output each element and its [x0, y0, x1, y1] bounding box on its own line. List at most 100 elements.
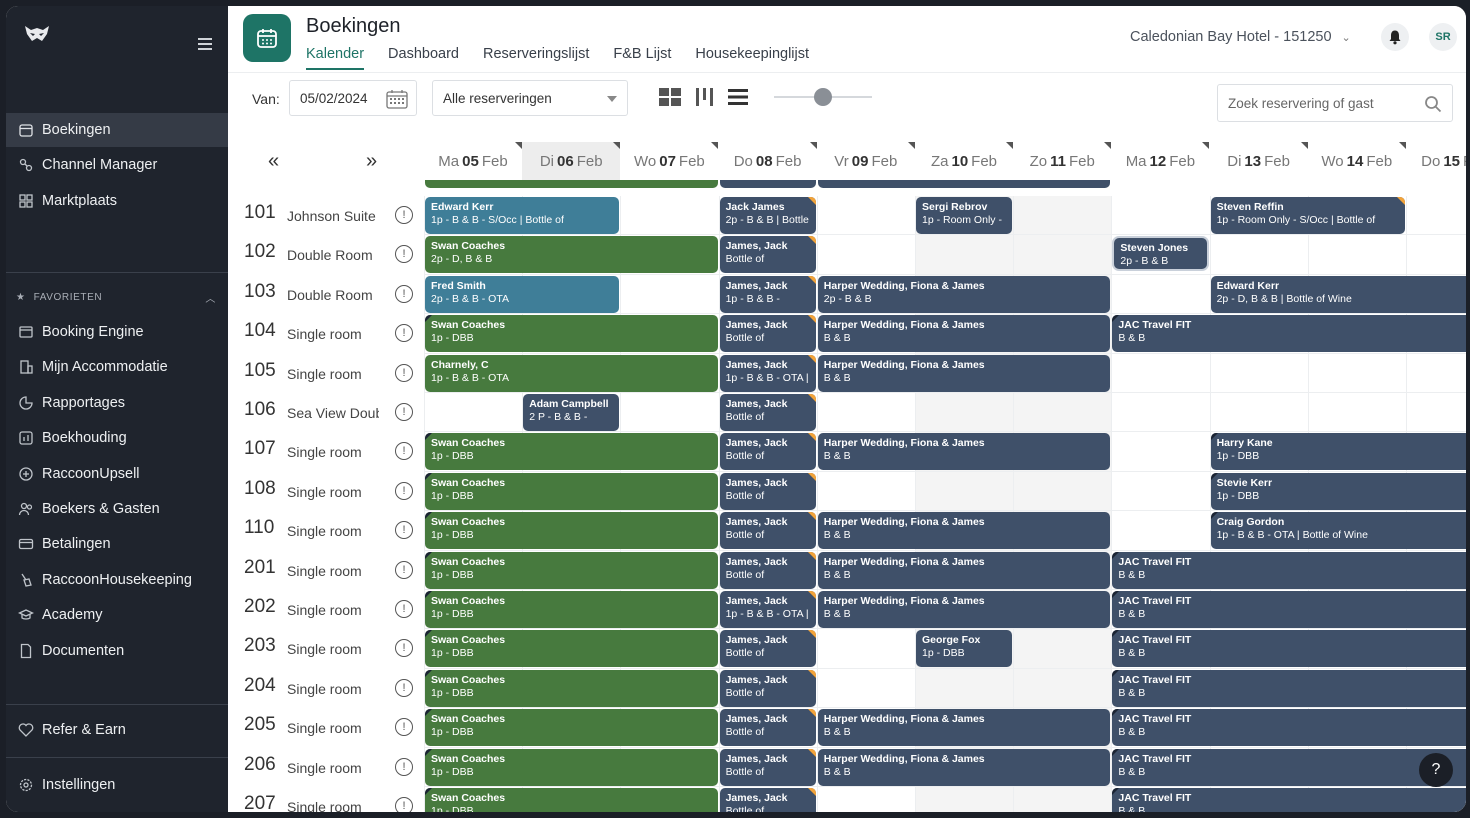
calendar-cell[interactable]	[1209, 274, 1308, 315]
day-header[interactable]: Vr 09 Feb	[817, 142, 915, 180]
sidebar-item-booking-engine[interactable]: Booking Engine	[6, 315, 228, 349]
booking-block[interactable]: Harry Kane 1p - DBB	[1210, 433, 1466, 471]
room-info-icon[interactable]: !	[395, 639, 413, 658]
room-info-icon[interactable]: !	[395, 757, 413, 776]
booking-block[interactable]: Harper Wedding, Fiona & James B & B	[817, 748, 1111, 786]
calendar-cell[interactable]	[424, 235, 523, 275]
calendar-cell[interactable]	[816, 393, 915, 433]
calendar-cell[interactable]	[718, 353, 817, 393]
calendar-cell[interactable]	[718, 196, 817, 236]
calendar-cell[interactable]	[1307, 393, 1406, 433]
menu-toggle-icon[interactable]	[198, 38, 212, 50]
room-info-icon[interactable]: !	[395, 284, 413, 303]
booking-block[interactable]: Fred Smith 2p - B & B - OTA	[425, 275, 620, 313]
calendar-cell[interactable]	[915, 235, 1014, 275]
booking-block[interactable]: Harper Wedding, Fiona & James B & B	[817, 512, 1111, 550]
calendar-cell[interactable]	[1013, 471, 1112, 512]
calendar-cell[interactable]	[1307, 235, 1406, 275]
sidebar-item-raccoonupsell[interactable]: RaccoonUpsell	[6, 457, 228, 491]
calendar-cell[interactable]	[1307, 353, 1406, 393]
booking-block[interactable]: Jack James 2p - B & B | Bottle	[719, 197, 816, 234]
room-info-icon[interactable]: !	[395, 797, 413, 812]
booking-block[interactable]: JAC Travel FIT B & B	[1112, 315, 1466, 353]
column-view-icon[interactable]	[693, 86, 717, 108]
calendar-cell[interactable]	[424, 432, 523, 472]
sidebar-item-betalingen[interactable]: Betalingen	[6, 527, 228, 561]
calendar-cell[interactable]	[1013, 235, 1112, 275]
calendar-cell[interactable]	[816, 550, 915, 590]
sidebar-item-rapportages[interactable]: Rapportages	[6, 386, 228, 420]
calendar-cell[interactable]	[915, 668, 1014, 709]
calendar-cell[interactable]	[424, 471, 523, 512]
calendar-cell[interactable]	[1406, 353, 1466, 393]
booking-block[interactable]: Harper Wedding, Fiona & James B & B	[817, 433, 1111, 471]
calendar-cell[interactable]	[816, 353, 915, 393]
day-header[interactable]: Do 08 Feb	[719, 142, 817, 180]
day-header[interactable]: Ma 12 Feb	[1111, 142, 1210, 180]
calendar-cell[interactable]	[718, 274, 817, 315]
calendar-cell[interactable]	[816, 314, 915, 354]
list-view-icon[interactable]	[726, 86, 750, 108]
booking-block[interactable]: James, Jack Bottle of	[719, 709, 816, 747]
day-header[interactable]: Di 13 Feb	[1210, 142, 1308, 180]
calendar-cell[interactable]	[718, 550, 817, 590]
day-header[interactable]: Do15Feb	[1406, 142, 1466, 180]
hotel-select[interactable]: Caledonian Bay Hotel - 151250 ⌄	[1130, 29, 1351, 45]
sidebar-item-refer-earn[interactable]: Refer & Earn	[6, 713, 228, 747]
tab-reserveringslijst[interactable]: Reserveringslijst	[482, 46, 590, 62]
booking-block[interactable]: Swan Coaches 1p - DBB	[425, 709, 718, 747]
booking-block[interactable]: James, Jack Bottle of	[719, 630, 816, 668]
calendar-cell[interactable]	[424, 353, 523, 393]
booking-block[interactable]: Harper Wedding, Fiona & James B & B	[817, 315, 1111, 353]
calendar-cell[interactable]	[1013, 787, 1112, 812]
booking-block[interactable]: JAC Travel FIT B & B	[1112, 669, 1466, 707]
booking-block[interactable]: Edward Kerr 1p - B & B - S/Occ | Bottle o…	[425, 197, 620, 234]
room-info-icon[interactable]: !	[395, 206, 413, 224]
calendar-cell[interactable]	[1111, 196, 1210, 236]
booking-block[interactable]	[425, 180, 718, 188]
calendar-cell[interactable]	[718, 629, 817, 669]
help-button[interactable]: ?	[1419, 753, 1453, 787]
calendar-cell[interactable]	[816, 274, 915, 315]
sidebar-item-mijn-accommodatie[interactable]: Mijn Accommodatie	[6, 350, 228, 384]
room-info-icon[interactable]: !	[395, 324, 413, 343]
booking-block[interactable]: James, Jack Bottle of	[719, 236, 816, 274]
booking-block[interactable]: Swan Coaches 1p - DBB	[425, 591, 718, 628]
booking-block[interactable]: James, Jack Bottle of	[719, 512, 816, 550]
calendar-cell[interactable]	[424, 787, 522, 812]
calendar-cell[interactable]	[424, 550, 523, 590]
next-period-button[interactable]: »	[366, 150, 377, 172]
calendar-cell[interactable]	[1111, 471, 1210, 512]
calendar-cell[interactable]	[1111, 787, 1209, 812]
booking-block[interactable]: James, Jack Bottle of	[719, 669, 816, 707]
calendar-cell[interactable]	[816, 432, 915, 472]
calendar-cell[interactable]	[1111, 353, 1210, 393]
calendar-cell[interactable]	[620, 274, 719, 315]
calendar-cell[interactable]	[1209, 393, 1308, 433]
calendar-cell[interactable]	[816, 511, 915, 551]
calendar-cell[interactable]	[1111, 629, 1210, 669]
calendar-cell[interactable]	[1013, 393, 1112, 433]
calendar-cell[interactable]	[1209, 471, 1308, 512]
booking-block[interactable]: Adam Campbell 2 P - B & B -	[523, 394, 620, 431]
booking-block[interactable]: Harper Wedding, Fiona & James 2p - B & B	[817, 275, 1111, 313]
calendar-cell[interactable]	[1111, 432, 1210, 472]
booking-block[interactable]: Harper Wedding, Fiona & James B & B	[817, 709, 1111, 747]
calendar-cell[interactable]	[1209, 432, 1308, 472]
calendar-cell[interactable]	[424, 629, 523, 669]
favorites-header[interactable]: ★ FAVORIETEN ︿	[16, 290, 216, 306]
calendar-cell[interactable]	[1111, 393, 1210, 433]
tab-dashboard[interactable]: Dashboard	[388, 46, 459, 62]
day-header[interactable]: Wo 07 Feb	[620, 142, 719, 180]
calendar-cell[interactable]	[915, 471, 1014, 512]
booking-block[interactable]: James, Jack 1p - B & B - OTA |	[719, 354, 816, 392]
booking-block[interactable]: Edward Kerr 2p - D, B & B | Bottle of Win…	[1210, 275, 1466, 313]
booking-block[interactable]: JAC Travel FIT B & B	[1112, 788, 1466, 812]
calendar-cell[interactable]	[1013, 668, 1112, 709]
booking-block[interactable]: Swan Coaches 1p - DBB	[425, 315, 718, 353]
calendar-cell[interactable]	[1111, 668, 1210, 709]
calendar-cell[interactable]	[1209, 353, 1308, 393]
room-info-icon[interactable]: !	[395, 442, 413, 461]
calendar-cell[interactable]	[816, 196, 915, 236]
day-header[interactable]: Wo 14 Feb	[1308, 142, 1406, 180]
